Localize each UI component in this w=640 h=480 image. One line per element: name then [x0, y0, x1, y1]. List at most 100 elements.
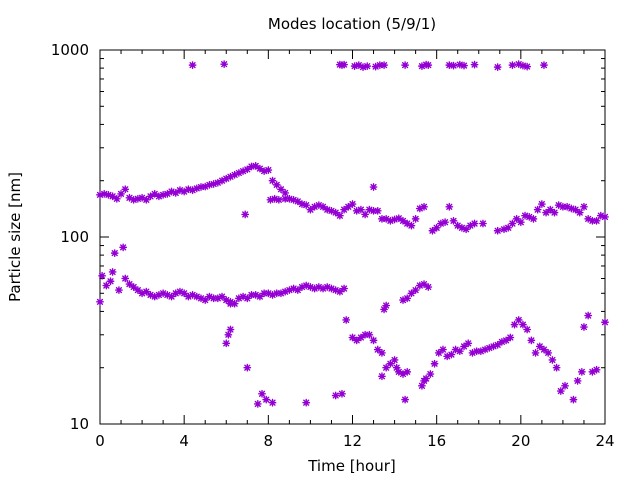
data-point: [171, 289, 180, 298]
data-point: [415, 281, 424, 290]
data-point: [256, 292, 264, 301]
data-point: [529, 214, 538, 223]
data-point: [302, 201, 311, 210]
data-point: [268, 398, 277, 407]
data-point: [365, 330, 374, 339]
data-point: [481, 345, 489, 354]
data-point: [439, 345, 447, 354]
data-point: [243, 165, 252, 174]
data-point: [344, 202, 353, 211]
data-point: [188, 186, 197, 195]
data-point: [470, 60, 479, 69]
data-point: [184, 185, 193, 194]
data-point: [489, 342, 498, 351]
data-point: [335, 211, 344, 220]
data-point: [125, 193, 134, 202]
data-point: [424, 283, 433, 291]
data-point: [432, 223, 441, 232]
data-point: [340, 60, 348, 69]
data-point: [453, 221, 462, 230]
data-point: [234, 294, 243, 303]
data-point: [104, 190, 113, 199]
y-tick-label: 1000: [51, 41, 89, 59]
data-point: [251, 291, 260, 299]
data-point: [365, 205, 374, 214]
data-point: [129, 283, 138, 291]
data-point: [239, 292, 247, 301]
data-point: [523, 62, 532, 71]
data-point: [230, 170, 239, 179]
data-point: [293, 197, 302, 206]
data-point: [472, 347, 481, 356]
data-point: [327, 284, 336, 293]
data-point: [171, 189, 180, 197]
data-point: [192, 292, 201, 301]
data-point: [386, 359, 395, 368]
data-point: [338, 389, 346, 398]
data-point: [378, 349, 386, 357]
data-point: [428, 226, 437, 235]
data-point: [281, 189, 290, 197]
data-point: [319, 284, 327, 293]
data-point: [129, 195, 138, 204]
data-point: [380, 61, 388, 70]
data-point: [382, 301, 391, 310]
data-point: [256, 164, 264, 173]
data-point: [117, 190, 125, 198]
data-point: [218, 292, 226, 301]
y-tick-label: 10: [70, 415, 89, 433]
data-point: [163, 190, 172, 198]
data-point: [102, 281, 111, 290]
data-point: [310, 284, 319, 293]
data-point: [533, 205, 542, 214]
data-point: [361, 330, 370, 339]
data-point: [392, 363, 401, 372]
data-point: [220, 60, 229, 69]
x-tick-label: 4: [179, 432, 189, 450]
data-point: [479, 219, 487, 228]
data-point: [314, 201, 323, 210]
data-point: [403, 294, 412, 303]
data-point: [535, 342, 544, 351]
data-point: [224, 330, 233, 339]
data-point: [502, 336, 511, 345]
data-point: [180, 289, 189, 298]
data-point: [243, 294, 252, 303]
data-point: [348, 200, 357, 208]
data-point: [239, 167, 247, 176]
data-point: [205, 180, 214, 189]
data-point: [460, 61, 468, 70]
data-point: [418, 62, 426, 71]
data-point: [260, 289, 269, 298]
data-point: [159, 289, 168, 298]
data-point: [125, 280, 134, 288]
data-point: [222, 174, 231, 183]
data-point: [544, 349, 553, 357]
data-point: [441, 218, 449, 227]
data-point: [142, 287, 151, 296]
data-point: [373, 345, 382, 354]
data-point: [378, 372, 386, 381]
data-point: [455, 347, 464, 356]
data-point: [369, 206, 378, 215]
data-point: [264, 289, 273, 298]
data-point: [519, 320, 527, 329]
x-tick-label: 20: [511, 432, 530, 450]
data-point: [260, 167, 269, 176]
data-point: [537, 200, 546, 208]
data-point: [218, 176, 226, 185]
data-point: [222, 339, 231, 348]
axis-tick-labels: 0 4 8 12 16 20 24 10 100 1000: [51, 41, 615, 450]
data-point: [213, 178, 222, 187]
data-point: [201, 182, 210, 191]
data-point: [266, 195, 275, 204]
y-axis-label: Particle size [nm]: [6, 172, 24, 302]
data-point: [601, 213, 609, 221]
data-point: [485, 344, 494, 352]
data-point: [138, 193, 146, 202]
data-point: [451, 345, 460, 354]
data-point: [110, 249, 119, 258]
data-point: [197, 183, 205, 191]
data-point: [418, 381, 426, 390]
